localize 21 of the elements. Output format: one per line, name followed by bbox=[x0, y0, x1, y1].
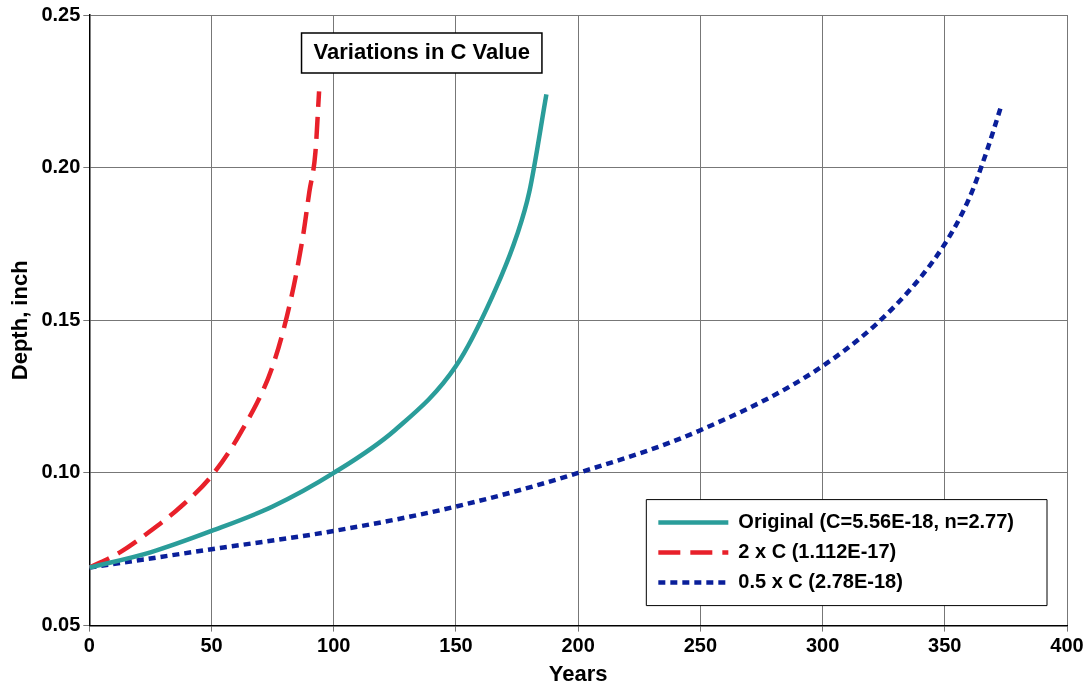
x-tick-label: 100 bbox=[317, 634, 351, 657]
x-tick-label: 300 bbox=[805, 634, 840, 657]
x-tick-label: 150 bbox=[439, 634, 473, 657]
y-tick-label: 0.05 bbox=[41, 613, 81, 636]
y-tick-label: 0.25 bbox=[41, 2, 81, 25]
line-series bbox=[89, 92, 549, 570]
legend-label: Original (C=5.56E-18, n=2.77) bbox=[738, 510, 1015, 533]
x-tick-label: 50 bbox=[200, 634, 223, 657]
x-tick-label: 350 bbox=[928, 634, 962, 657]
y-tick-label: 0.15 bbox=[41, 307, 81, 330]
text: Variations in C Value bbox=[313, 39, 530, 65]
x-tick-label: 200 bbox=[561, 634, 595, 657]
x-tick-label: 0 bbox=[83, 634, 95, 657]
legend-label: 0.5 x C (2.78E-18) bbox=[738, 570, 903, 593]
legend-label: 2 x C (1.112E-17) bbox=[738, 540, 897, 563]
x-tick-label: 400 bbox=[1050, 634, 1084, 657]
x-tick-label: 250 bbox=[683, 634, 718, 657]
x-axis-title: Years bbox=[548, 660, 608, 686]
y-axis-title: Depth, inch bbox=[7, 260, 33, 381]
y-tick-label: 0.10 bbox=[41, 460, 81, 483]
y-tick-label: 0.20 bbox=[41, 155, 81, 178]
